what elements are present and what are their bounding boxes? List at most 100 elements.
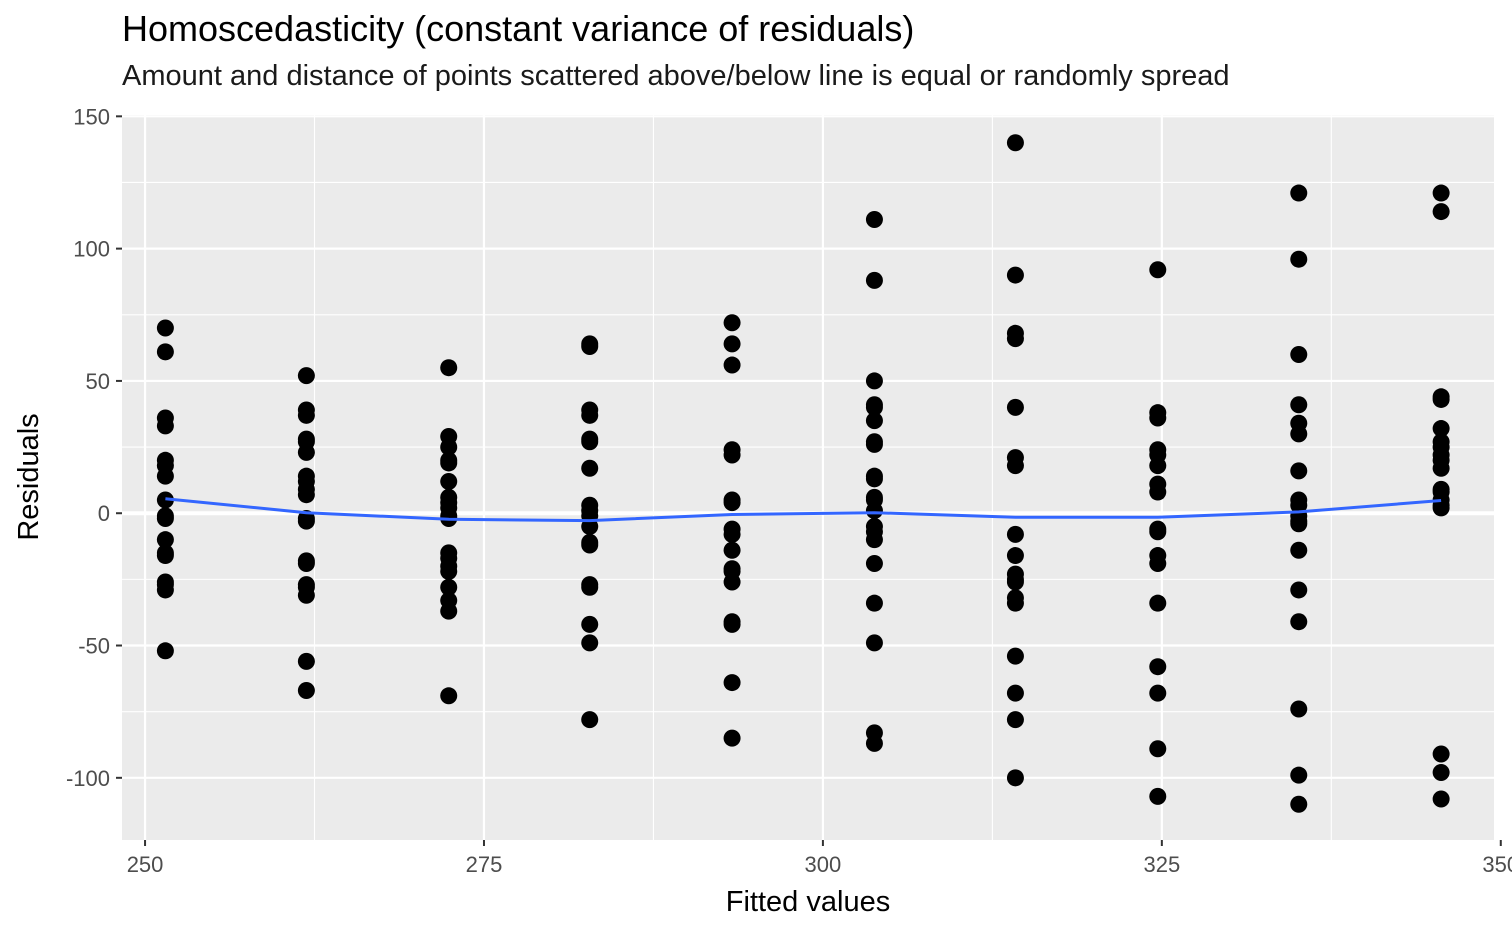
data-point	[1149, 658, 1167, 676]
data-points	[156, 134, 1450, 813]
data-point	[1149, 457, 1167, 475]
data-point	[581, 615, 599, 633]
data-point	[723, 314, 741, 332]
plot-panel	[122, 115, 1494, 840]
data-point	[440, 562, 458, 580]
data-point	[581, 406, 599, 424]
data-point	[581, 459, 599, 477]
data-point	[865, 435, 883, 453]
data-point	[723, 335, 741, 353]
data-point	[1006, 647, 1024, 665]
data-point	[1006, 594, 1024, 612]
data-point	[1006, 134, 1024, 152]
data-point	[297, 443, 315, 461]
x-tick-label: 325	[1143, 852, 1180, 877]
x-tick-label: 250	[127, 852, 164, 877]
data-point	[1006, 398, 1024, 416]
data-point	[1006, 266, 1024, 284]
minor-gridlines	[122, 115, 1494, 840]
data-point	[297, 682, 315, 700]
data-point	[297, 486, 315, 504]
data-point	[723, 525, 741, 543]
data-point	[581, 634, 599, 652]
x-axis: 250 275 300 325 350	[127, 840, 1512, 877]
data-point	[156, 547, 174, 565]
y-tick-label: -100	[66, 766, 110, 791]
y-axis: 150 100 50 0 -50 -100	[66, 104, 122, 791]
data-point	[156, 467, 174, 485]
data-point	[1006, 525, 1024, 543]
data-point	[723, 674, 741, 692]
data-point	[1149, 523, 1167, 541]
data-point	[1006, 547, 1024, 565]
data-point	[581, 578, 599, 596]
data-point	[1149, 261, 1167, 279]
data-point	[865, 398, 883, 416]
data-point	[1006, 769, 1024, 787]
data-point	[1290, 345, 1308, 363]
data-point	[581, 536, 599, 554]
data-point	[865, 594, 883, 612]
y-tick-label: 100	[73, 237, 110, 262]
data-point	[865, 412, 883, 430]
data-point	[440, 472, 458, 490]
data-point	[1006, 684, 1024, 702]
data-point	[1432, 764, 1450, 782]
data-point	[1149, 594, 1167, 612]
data-point	[1290, 766, 1308, 784]
data-point	[1290, 541, 1308, 559]
data-point	[865, 502, 883, 520]
data-point	[1432, 184, 1450, 202]
data-point	[865, 554, 883, 572]
data-point	[581, 433, 599, 451]
data-point	[1149, 554, 1167, 572]
chart-subtitle: Amount and distance of points scattered …	[122, 60, 1230, 92]
data-point	[440, 578, 458, 596]
data-point	[865, 372, 883, 390]
data-point	[1290, 613, 1308, 631]
data-point	[1432, 790, 1450, 808]
data-point	[440, 602, 458, 620]
smooth-line-group	[165, 497, 1442, 523]
y-tick-label: 50	[86, 369, 110, 394]
smooth-line	[165, 497, 1442, 523]
x-axis-title: Fitted values	[726, 886, 890, 918]
data-point	[723, 494, 741, 512]
data-point	[1432, 420, 1450, 438]
data-point	[297, 512, 315, 530]
data-point	[581, 711, 599, 729]
data-point	[723, 446, 741, 464]
data-point	[1149, 740, 1167, 758]
data-point	[156, 581, 174, 599]
data-point	[1432, 459, 1450, 477]
data-point	[1290, 462, 1308, 480]
data-point	[1006, 573, 1024, 591]
data-point	[1290, 515, 1308, 533]
data-point	[297, 367, 315, 385]
x-tick-label: 350	[1482, 852, 1512, 877]
data-point	[156, 642, 174, 660]
data-point	[1290, 184, 1308, 202]
data-point	[723, 573, 741, 591]
data-point	[297, 586, 315, 604]
data-point	[1149, 684, 1167, 702]
x-tick-label: 275	[466, 852, 503, 877]
data-point	[1149, 409, 1167, 427]
data-point	[723, 356, 741, 374]
data-point	[297, 554, 315, 572]
data-point	[440, 687, 458, 705]
data-point	[581, 338, 599, 356]
data-point	[1006, 330, 1024, 348]
data-point	[156, 343, 174, 361]
data-point	[1432, 499, 1450, 517]
data-point	[865, 734, 883, 752]
data-point	[865, 470, 883, 488]
data-point	[1432, 745, 1450, 763]
x-tick-label: 300	[805, 852, 842, 877]
data-point	[1290, 396, 1308, 414]
data-point	[440, 438, 458, 456]
data-point	[865, 531, 883, 549]
data-point	[1290, 581, 1308, 599]
data-point	[156, 319, 174, 337]
